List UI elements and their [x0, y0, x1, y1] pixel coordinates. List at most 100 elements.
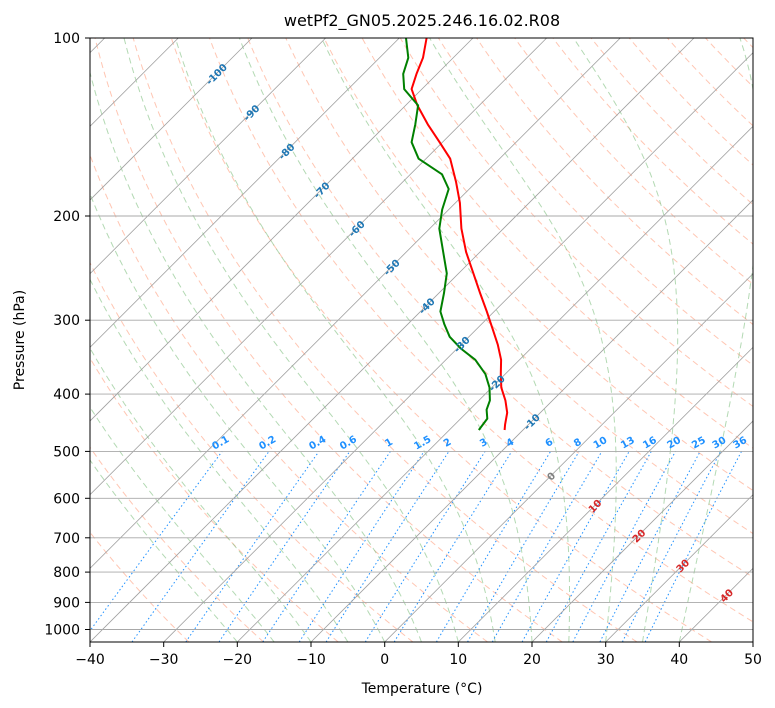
- isotherm-line: [163, 52, 753, 642]
- isotherm-label: -60: [347, 219, 368, 240]
- isotherm-label: -90: [242, 103, 263, 124]
- moist-adiabat-line: [678, 38, 753, 642]
- y-tick-label: 900: [53, 595, 80, 611]
- dry-adiabat-line: [90, 357, 339, 642]
- mixing-ratio-line: [572, 451, 676, 642]
- isotherm-line: [90, 38, 253, 201]
- dry-adiabat-line: [705, 38, 753, 88]
- isotherm-line: [90, 38, 695, 642]
- dry-adiabat-line: [209, 38, 753, 623]
- isotherm-line: [90, 38, 547, 496]
- dry-adiabat-line: [90, 446, 264, 642]
- dry-adiabat-line: [590, 38, 753, 206]
- moist-adiabat-line: [321, 38, 571, 642]
- mixing-ratio-line: [491, 451, 603, 642]
- dry-adiabat-line: [437, 38, 753, 366]
- dry-adiabat-line: [90, 261, 414, 642]
- moist-adiabat-line: [123, 38, 459, 642]
- dry-adiabat-line: [90, 153, 488, 642]
- dry-adiabat-line: [743, 38, 753, 49]
- mixing-ratio-line: [218, 451, 351, 642]
- mixing-ratio-lines: [90, 451, 742, 642]
- y-tick-label: 500: [53, 444, 80, 460]
- pressure-gridlines: [90, 38, 753, 630]
- mixing-ratio-label: 16: [641, 435, 659, 452]
- mixing-ratio-label: 6: [544, 437, 556, 450]
- mixing-ratio-label: 2: [442, 437, 454, 450]
- mixing-ratio-label: 3: [478, 437, 490, 450]
- y-tick-label: 400: [53, 387, 80, 403]
- isotherm-line: [90, 38, 621, 569]
- mixing-ratio-line: [545, 451, 652, 642]
- mixing-ratio-label: 0.2: [257, 434, 278, 452]
- isotherm-line: [605, 494, 753, 642]
- moist-adiabat-line: [90, 70, 422, 642]
- isotherm-line: [90, 38, 400, 348]
- isotherm-label: -80: [277, 142, 298, 163]
- line-labels: 0.1 0.2 0.4 0.6 1 1.5 2 3 4 6 8 10 13 16 20 25 30 36-100-…: [204, 62, 749, 605]
- plot-area: 0.1 0.2 0.4 0.6 1 1.5 2 3 4 6 8 10 13 16 20 25 30 36-100-…: [90, 38, 753, 642]
- mixing-ratio-line: [644, 451, 742, 642]
- x-tick-label: 30: [597, 652, 615, 668]
- isotherm-line: [310, 199, 753, 642]
- dry-adiabat-line: [170, 38, 712, 642]
- x-tick-label: 20: [523, 652, 541, 668]
- moist-adiabat-line: [90, 459, 238, 642]
- isotherms: [90, 38, 753, 642]
- moist-adiabat-line: [238, 38, 533, 642]
- mixing-ratio-line: [599, 451, 701, 642]
- isotherm-line: [531, 420, 753, 642]
- isotherm-label: -70: [312, 181, 333, 202]
- dry-adiabat-line: [132, 38, 638, 642]
- mixing-ratio-label: 0.4: [307, 434, 328, 452]
- mixing-ratio-label: 36: [731, 435, 749, 452]
- isotherm-line: [458, 346, 753, 642]
- plot-frame: [89, 37, 754, 643]
- mixing-ratio-line: [325, 451, 450, 642]
- x-tick-label: 40: [670, 652, 688, 668]
- mixing-ratio-line: [393, 451, 513, 642]
- dry-adiabat-line: [552, 38, 753, 245]
- dry-adiabat-line: [94, 38, 563, 642]
- isotherm-label: 30: [675, 558, 693, 576]
- mixing-ratio-line: [262, 451, 391, 642]
- mixing-ratio-label: 25: [690, 435, 708, 452]
- dry-adiabat-line: [667, 38, 753, 127]
- y-tick-label: 600: [53, 491, 80, 507]
- isotherm-label: -50: [382, 258, 403, 279]
- moist-adiabat-line: [90, 192, 386, 642]
- y-tick-label: 300: [53, 313, 80, 329]
- mixing-ratio-line: [90, 451, 223, 632]
- mixing-ratio-line: [131, 451, 270, 642]
- isotherm-label: -30: [452, 335, 473, 356]
- dry-adiabat-line: [90, 531, 190, 642]
- moist-adiabat-line: [90, 406, 275, 642]
- mixing-ratio-label: 13: [619, 435, 637, 452]
- isotherm-line: [237, 125, 753, 642]
- mixing-ratio-line: [364, 451, 486, 642]
- temperature-line: [410, 38, 509, 431]
- moist-adiabat-line: [174, 38, 496, 642]
- isotherm-line: [384, 273, 753, 642]
- y-tick-label: 200: [53, 209, 80, 225]
- mixing-ratio-line: [467, 451, 580, 642]
- mixing-ratio-label: 1: [383, 437, 395, 450]
- moist-adiabat-line: [90, 347, 312, 642]
- x-tick-label: 0: [380, 652, 389, 668]
- dry-adiabat-line: [514, 38, 753, 285]
- mixing-ratio-line: [521, 451, 630, 642]
- x-tick-label: 50: [744, 652, 762, 668]
- isotherm-label: 0: [546, 471, 559, 484]
- mixing-ratio-line: [435, 451, 552, 642]
- mixing-ratio-label: 4: [505, 437, 517, 450]
- isotherm-line: [90, 38, 326, 275]
- mixing-ratio-label: 8: [572, 437, 584, 450]
- x-axis-ticks: −40 −30 −20 −10 0 10 20 30 40 50: [75, 642, 762, 668]
- dry-adiabat-line: [399, 38, 753, 408]
- moist-adiabat-line: [90, 278, 349, 642]
- isotherm-label: -100: [204, 62, 230, 88]
- dry-adiabats: [90, 38, 753, 642]
- dewpoint-line: [402, 38, 491, 431]
- sounding-series: [402, 38, 509, 431]
